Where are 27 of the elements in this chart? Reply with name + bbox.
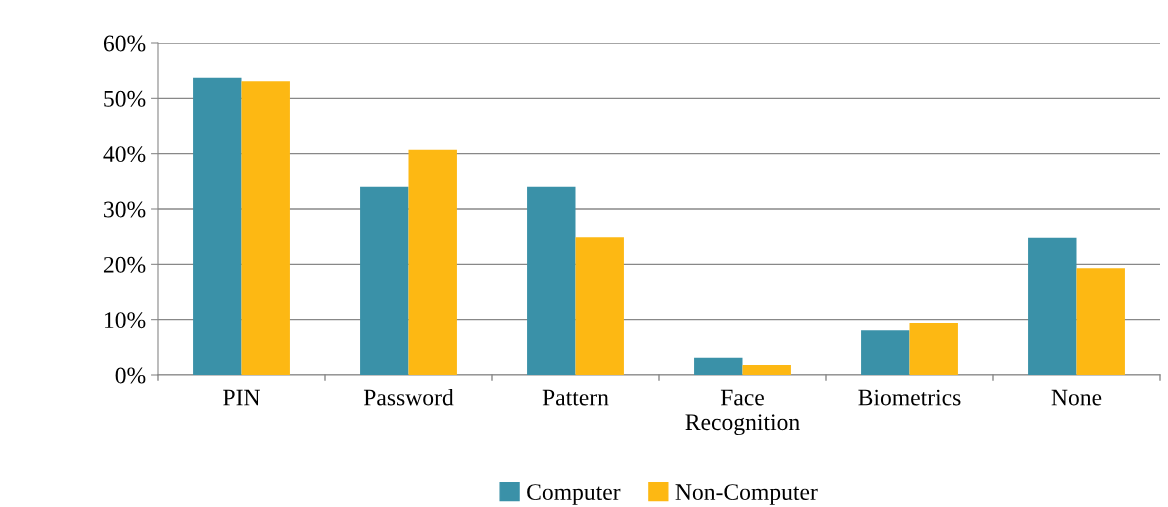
- bar: [742, 365, 791, 375]
- bar: [527, 186, 576, 375]
- x-tick-label: Face Recognition: [685, 389, 800, 436]
- bar: [575, 237, 624, 375]
- x-tick-label: Pattern: [542, 389, 609, 406]
- bar: [909, 322, 958, 375]
- bar: [861, 330, 910, 375]
- bar: [360, 186, 409, 375]
- bar: [241, 81, 290, 375]
- y-tick-label: 0%: [115, 367, 146, 384]
- bar: [694, 357, 743, 375]
- y-tick-label: 50%: [104, 90, 146, 107]
- bar: [193, 77, 242, 375]
- x-tick-label: None: [1051, 389, 1102, 406]
- x-tick-label: Biometrics: [858, 389, 961, 406]
- y-tick-label: 20%: [103, 256, 146, 273]
- bar: [1028, 237, 1077, 375]
- bar: [1076, 268, 1125, 375]
- bar: [408, 149, 457, 375]
- y-tick-label: 60%: [103, 35, 146, 52]
- y-tick-label: 10%: [104, 312, 146, 329]
- legend-label: Non-Computer: [675, 484, 818, 505]
- x-tick-label: PIN: [223, 389, 260, 406]
- y-tick-label: 40%: [103, 146, 146, 163]
- legend-label: Computer: [527, 484, 621, 505]
- x-tick-label: Password: [363, 388, 454, 406]
- y-tick-label: 30%: [104, 201, 146, 218]
